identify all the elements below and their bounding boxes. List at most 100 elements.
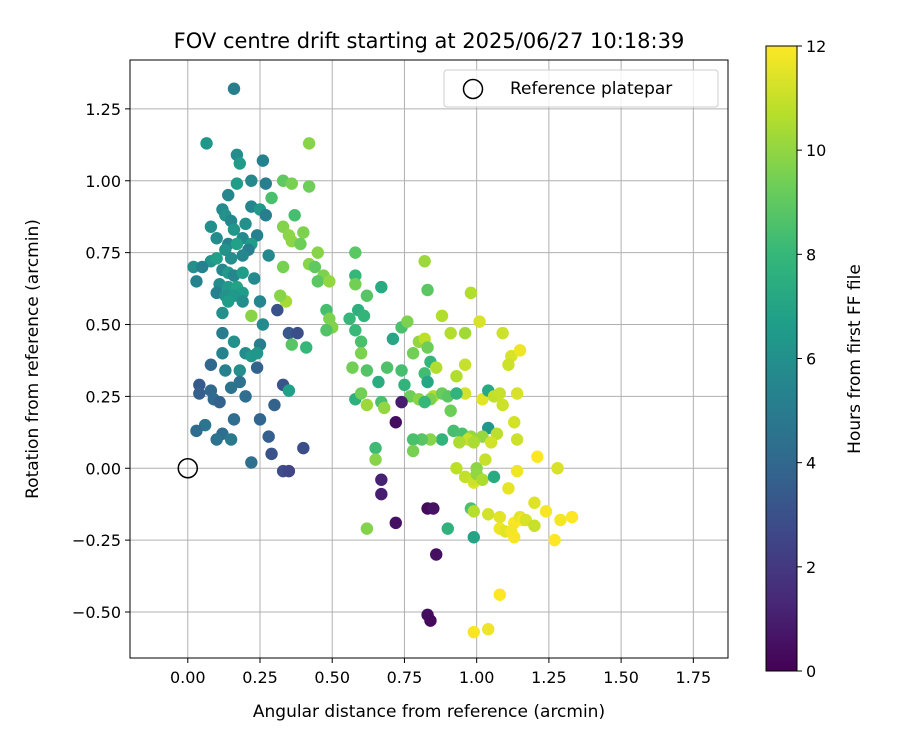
- data-point: [406, 444, 420, 458]
- data-point: [297, 226, 310, 239]
- data-point: [450, 370, 463, 383]
- data-point: [265, 447, 278, 461]
- data-point: [294, 237, 307, 251]
- chart-title: FOV centre drift starting at 2025/06/27 …: [174, 29, 685, 53]
- data-point: [227, 223, 241, 236]
- legend: Reference platepar: [443, 69, 719, 108]
- data-point: [216, 347, 229, 360]
- legend-entry-reference-platepar: Reference platepar: [510, 79, 672, 99]
- y-tick-label: 1.00: [85, 172, 121, 191]
- data-point: [458, 358, 472, 371]
- data-point: [227, 335, 241, 348]
- data-point: [496, 398, 509, 412]
- data-point: [360, 289, 374, 302]
- legend-box: [443, 69, 719, 108]
- data-point: [320, 324, 333, 337]
- data-point: [502, 482, 515, 495]
- data-point: [441, 522, 454, 535]
- data-point: [406, 347, 420, 360]
- data-point: [265, 191, 278, 205]
- data-point: [200, 137, 213, 150]
- data-point: [450, 387, 463, 400]
- data-point: [245, 174, 258, 187]
- data-point: [430, 548, 443, 561]
- data-point: [479, 453, 492, 466]
- data-point: [216, 326, 229, 340]
- data-point: [389, 416, 402, 429]
- data-point: [372, 375, 385, 389]
- data-point: [236, 249, 249, 262]
- data-point: [554, 513, 567, 527]
- data-point: [268, 398, 281, 412]
- data-point: [473, 315, 486, 328]
- data-point: [424, 614, 437, 627]
- data-point: [210, 232, 223, 245]
- colorbar-tick-label: 0: [806, 662, 816, 681]
- data-point: [210, 252, 223, 265]
- data-point: [259, 209, 272, 222]
- data-point: [288, 209, 301, 222]
- data-point: [467, 625, 480, 639]
- data-point: [458, 387, 472, 400]
- data-point: [398, 378, 411, 392]
- x-tick-label: 0.50: [314, 668, 350, 687]
- data-point: [227, 413, 241, 426]
- data-point: [354, 335, 368, 348]
- x-tick-label: 0.75: [387, 668, 423, 687]
- colorbar-tick-label: 8: [806, 245, 816, 264]
- data-point: [467, 505, 480, 518]
- data-point: [421, 341, 434, 354]
- data-point: [349, 246, 362, 259]
- data-point: [256, 318, 270, 331]
- data-point: [236, 295, 249, 308]
- data-point: [453, 436, 466, 449]
- data-point: [253, 413, 267, 426]
- data-point: [346, 361, 359, 374]
- y-tick-label: 0.75: [85, 244, 121, 263]
- data-point: [285, 177, 298, 190]
- y-tick-label: −0.25: [72, 531, 121, 550]
- data-point: [233, 364, 246, 377]
- data-point: [421, 375, 434, 389]
- data-point: [248, 272, 261, 285]
- data-point: [349, 278, 362, 291]
- grid-lines: [130, 60, 728, 658]
- data-point: [548, 533, 561, 547]
- data-point: [230, 177, 244, 190]
- data-point: [551, 462, 564, 475]
- data-point: [421, 283, 434, 297]
- data-point: [354, 387, 368, 400]
- data-point: [262, 249, 275, 262]
- y-axis-ticks: −0.50 −0.25 0.00 0.25 0.50 0.75 1.00 1.25: [72, 100, 130, 622]
- data-point: [493, 588, 506, 601]
- data-point: [250, 347, 264, 360]
- data-point: [528, 519, 541, 532]
- data-point: [386, 332, 400, 346]
- colorbar: 0 2 4 6 8 10 12 Hours from first FF file: [765, 37, 865, 681]
- data-point: [369, 441, 382, 455]
- data-point: [360, 522, 374, 535]
- data-point: [354, 347, 368, 360]
- x-tick-label: 1.75: [676, 668, 712, 687]
- data-point: [190, 424, 203, 438]
- x-tick-label: 0.25: [242, 668, 278, 687]
- data-point: [219, 364, 232, 377]
- data-point: [250, 361, 264, 374]
- x-tick-label: 0.00: [170, 668, 206, 687]
- data-point: [450, 462, 463, 475]
- data-point: [508, 531, 521, 544]
- colorbar-ticks: 0 2 4 6 8 10 12: [797, 37, 826, 681]
- data-point: [300, 341, 313, 354]
- data-point: [222, 188, 235, 202]
- data-point: [193, 387, 206, 400]
- data-point: [282, 384, 296, 397]
- data-point: [210, 433, 223, 446]
- data-point: [233, 375, 246, 389]
- x-tick-label: 1.50: [603, 668, 639, 687]
- data-point: [187, 260, 200, 274]
- data-point: [227, 82, 241, 95]
- data-point: [276, 260, 290, 274]
- data-point: [360, 398, 374, 412]
- data-point: [401, 315, 414, 328]
- data-point: [389, 516, 402, 530]
